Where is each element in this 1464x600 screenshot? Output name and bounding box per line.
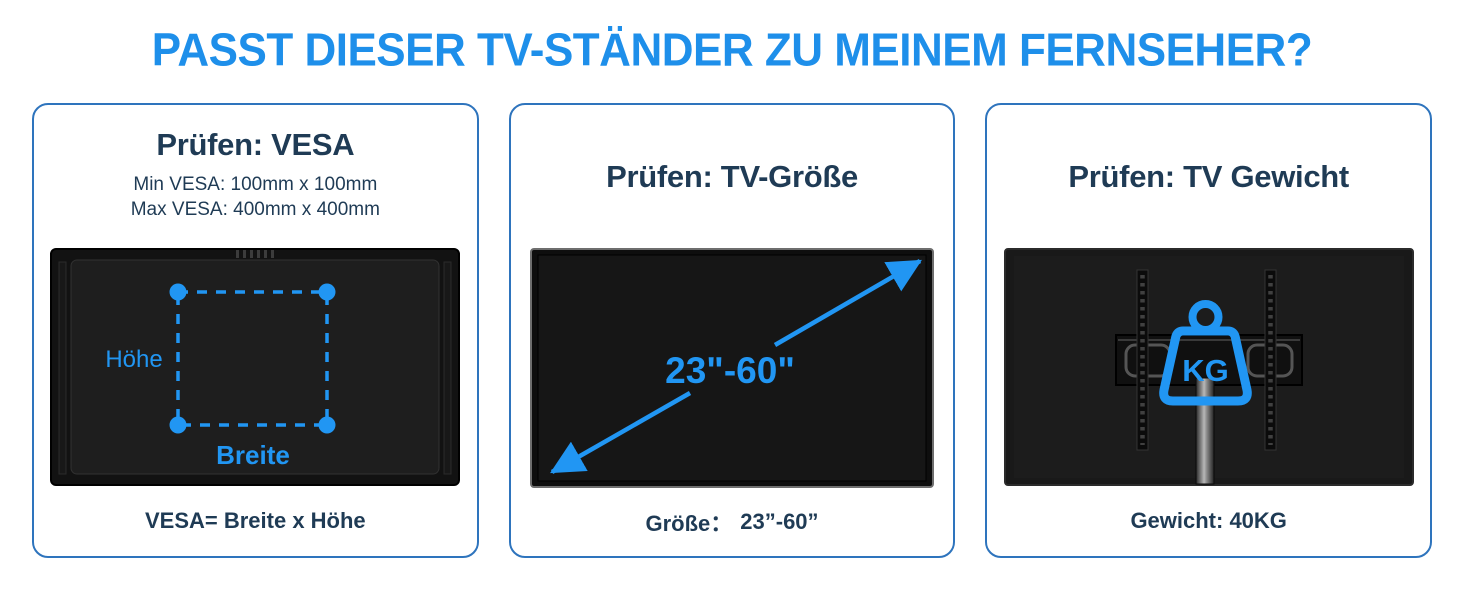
weight-value: Gewicht: 40KG: [1130, 508, 1287, 533]
vesa-height-label: Höhe: [106, 346, 163, 373]
card-weight-heading: Prüfen: TV Gewicht: [1068, 158, 1349, 194]
vesa-width-label: Breite: [216, 440, 290, 470]
card-vesa-heading: Prüfen: VESA: [156, 127, 355, 162]
card-size-footer: Größe： 23”-60”: [645, 488, 818, 556]
diagonal-measure-arrow-icon: [550, 259, 922, 474]
card-vesa-header: Prüfen: VESA Min VESA: 100mm x 100mm Max…: [34, 105, 477, 248]
tv-size-range-label: 23"-60": [665, 350, 795, 391]
card-vesa-footer: VESA= Breite x Höhe: [145, 486, 366, 556]
card-vesa: Prüfen: VESA Min VESA: 100mm x 100mm Max…: [32, 103, 479, 558]
card-weight: Prüfen: TV Gewicht: [985, 103, 1433, 558]
tv-size-diagram: 23"-60": [530, 248, 934, 488]
vesa-max-spec: Max VESA: 400mm x 400mm: [130, 198, 380, 220]
card-size: Prüfen: TV-Größe 23"-60" Größe： 23”-60”: [508, 103, 956, 558]
card-size-header: Prüfen: TV-Größe: [511, 105, 954, 248]
kg-weight-icon: [1158, 300, 1252, 406]
vesa-min-spec: Min VESA: 100mm x 100mm: [133, 174, 378, 195]
vesa-corner-dots: [169, 283, 336, 434]
tv-vent-grille-icon: [236, 250, 275, 258]
vesa-dashed-square: [176, 290, 330, 427]
card-size-heading: Prüfen: TV-Größe: [606, 158, 858, 194]
kg-label: KG: [1182, 353, 1229, 388]
vesa-rails: [1136, 269, 1277, 451]
tv-back-inner-panel: [70, 259, 440, 475]
card-weight-header: Prüfen: TV Gewicht: [987, 105, 1430, 248]
page-title: PASST DIESER TV-STÄNDER ZU MEINEM FERNSE…: [151, 24, 1313, 77]
tv-back-left-strip: [58, 261, 67, 475]
tv-back-right-strip: [443, 261, 452, 475]
cards-row: Prüfen: VESA Min VESA: 100mm x 100mm Max…: [32, 103, 1433, 558]
stand-pole: [1195, 377, 1215, 485]
card-weight-footer: Gewicht: 40KG: [1130, 486, 1286, 556]
tv-weight-diagram: KG: [1003, 248, 1414, 486]
vesa-tv-back-diagram: Höhe Breite: [50, 248, 461, 486]
size-footer-value: 23”-60”: [740, 509, 819, 534]
vesa-formula: VESA= Breite x Höhe: [144, 508, 366, 533]
size-footer-label: Größe：: [645, 511, 733, 536]
vesa-specs: Min VESA: 100mm x 100mm Max VESA: 400mm …: [34, 173, 477, 222]
